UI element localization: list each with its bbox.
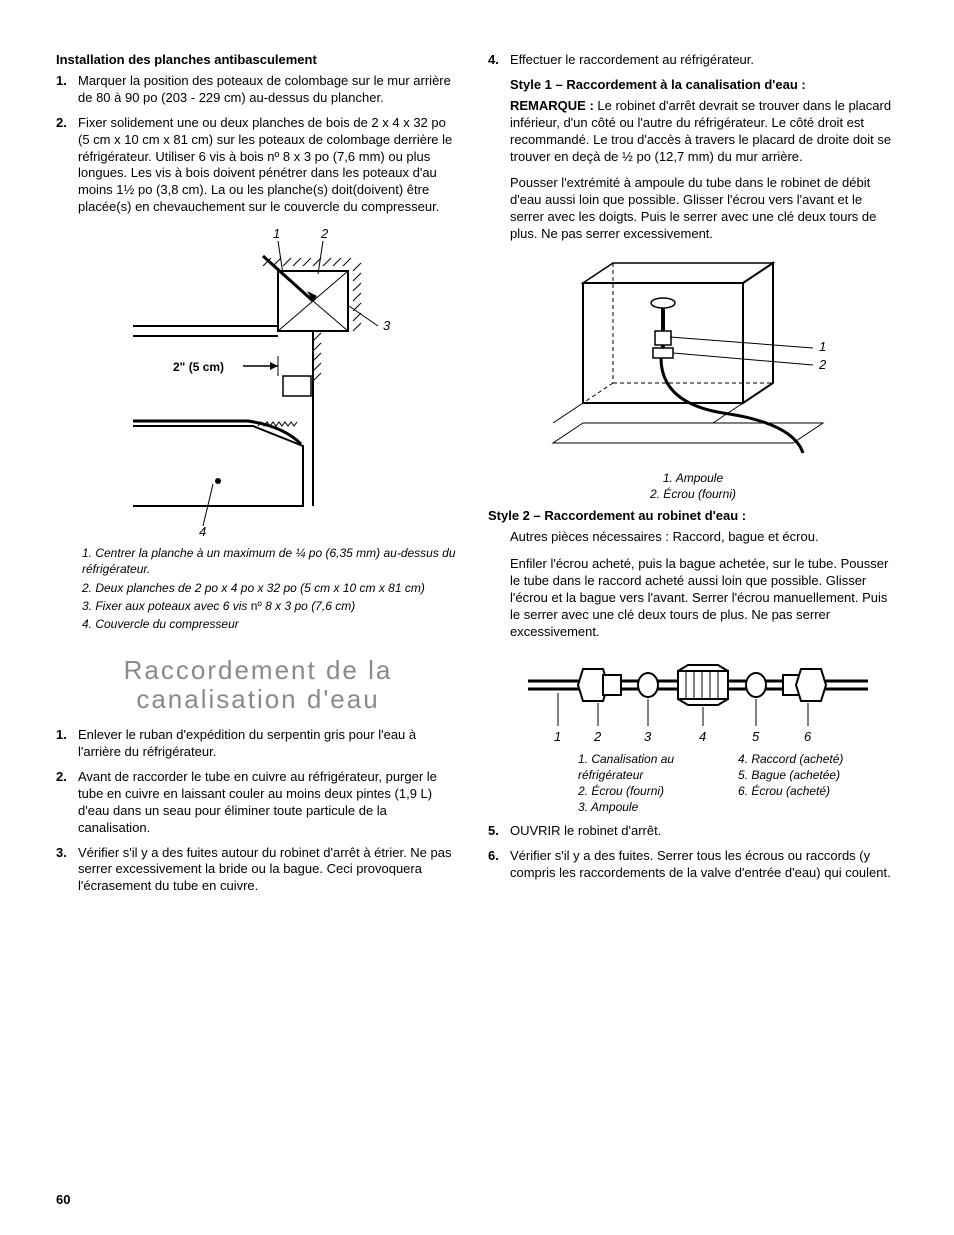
style2-paragraph: Enfiler l'écrou acheté, puis la bague ac… — [510, 556, 898, 640]
item-number: 2. — [56, 115, 78, 216]
remarque: REMARQUE : Le robinet d'arrêt devrait se… — [510, 98, 898, 166]
callout-n6: 6 — [804, 729, 812, 744]
caption: 1. Centrer la planche à un maximum de ¼ … — [82, 545, 460, 577]
item-text: OUVRIR le robinet d'arrêt. — [510, 823, 898, 840]
figure-style1: 1 2 1. Ampoule 2. Écrou (fourni) — [488, 253, 898, 502]
item-number: 1. — [56, 727, 78, 761]
list-item: 1. Enlever le ruban d'expédition du serp… — [56, 727, 460, 761]
remarque-label: REMARQUE : — [510, 98, 594, 113]
item-number: 1. — [56, 73, 78, 107]
list-waterline: 1. Enlever le ruban d'expédition du serp… — [56, 727, 460, 895]
caption: 1. Canalisation au réfrigérateur — [578, 751, 738, 783]
list-antitip: 1. Marquer la position des poteaux de co… — [56, 73, 460, 216]
list-right-bottom: 5. OUVRIR le robinet d'arrêt. 6. Vérifie… — [488, 823, 898, 882]
callout-3: 3 — [383, 318, 391, 333]
figure-style2-svg: 1 2 3 4 5 6 — [528, 651, 868, 746]
figure-antitip-svg: 1 2 3 4 2" (5 cm) — [113, 226, 403, 536]
caption: 2. Écrou (fourni) — [488, 486, 898, 502]
page: Installation des planches antibasculemen… — [0, 0, 954, 903]
style1-heading: Style 1 – Raccordement à la canalisation… — [510, 77, 898, 92]
item-text: Enlever le ruban d'expédition du serpent… — [78, 727, 460, 761]
caption: 3. Fixer aux poteaux avec 6 vis nº 8 x 3… — [82, 598, 460, 614]
caption: 1. Ampoule — [488, 470, 898, 486]
callout-4: 4 — [199, 524, 206, 536]
item-text: Avant de raccorder le tube en cuivre au … — [78, 769, 460, 837]
dimension-label: 2" (5 cm) — [173, 360, 224, 374]
caption: 5. Bague (achetée) — [738, 767, 898, 783]
item-number: 4. — [488, 52, 510, 69]
caption: 2. Deux planches de 2 po x 4 po x 32 po … — [82, 580, 460, 596]
style2-intro: Autres pièces nécessaires : Raccord, bag… — [510, 529, 898, 546]
callout-n2: 2 — [593, 729, 602, 744]
item-text: Fixer solidement une ou deux planches de… — [78, 115, 460, 216]
left-column: Installation des planches antibasculemen… — [56, 52, 460, 903]
caption: 6. Écrou (acheté) — [738, 783, 898, 799]
figure-style2: 1 2 3 4 5 6 1. Canalisation au réfrigéra… — [528, 651, 898, 816]
figure-2-captions: 1. Ampoule 2. Écrou (fourni) — [488, 470, 898, 502]
figure-antitip: 1 2 3 4 2" (5 cm) — [56, 226, 460, 539]
style1-paragraph: Pousser l'extrémité à ampoule du tube da… — [510, 175, 898, 243]
callout-n3: 3 — [644, 729, 652, 744]
page-number: 60 — [56, 1192, 70, 1207]
list-item: 6. Vérifier s'il y a des fuites. Serrer … — [488, 848, 898, 882]
callout-2: 2 — [320, 226, 329, 241]
item-number: 2. — [56, 769, 78, 837]
list-item: 2. Fixer solidement une ou deux planches… — [56, 115, 460, 216]
heading-antitip: Installation des planches antibasculemen… — [56, 52, 460, 67]
list-item: 1. Marquer la position des poteaux de co… — [56, 73, 460, 107]
list-item: 5. OUVRIR le robinet d'arrêt. — [488, 823, 898, 840]
item-number: 5. — [488, 823, 510, 840]
caption: 2. Écrou (fourni) — [578, 783, 738, 799]
style2-heading: Style 2 – Raccordement au robinet d'eau … — [488, 508, 898, 523]
list-item: 3. Vérifier s'il y a des fuites autour d… — [56, 845, 460, 896]
caption: 4. Couvercle du compresseur — [82, 616, 460, 632]
item-text: Marquer la position des poteaux de colom… — [78, 73, 460, 107]
caption: 3. Ampoule — [578, 799, 738, 815]
item-text: Vérifier s'il y a des fuites. Serrer tou… — [510, 848, 898, 882]
figure-3-captions: 1. Canalisation au réfrigérateur 2. Écro… — [578, 751, 898, 816]
caption: 4. Raccord (acheté) — [738, 751, 898, 767]
list-item: 2. Avant de raccorder le tube en cuivre … — [56, 769, 460, 837]
figure-1-captions: 1. Centrer la planche à un maximum de ¼ … — [82, 545, 460, 632]
callout-1: 1 — [819, 339, 826, 354]
item-number: 3. — [56, 845, 78, 896]
item-text: Vérifier s'il y a des fuites autour du r… — [78, 845, 460, 896]
callout-2: 2 — [818, 357, 827, 372]
callout-n1: 1 — [554, 729, 561, 744]
callout-n5: 5 — [752, 729, 760, 744]
item-text: Effectuer le raccordement au réfrigérate… — [510, 52, 898, 69]
list-item: 4. Effectuer le raccordement au réfrigér… — [488, 52, 898, 69]
list-right-top: 4. Effectuer le raccordement au réfrigér… — [488, 52, 898, 69]
callout-n4: 4 — [699, 729, 706, 744]
section-title: Raccordement de la canalisation d'eau — [56, 656, 460, 713]
right-column: 4. Effectuer le raccordement au réfrigér… — [488, 52, 898, 903]
callout-1: 1 — [273, 226, 280, 241]
item-number: 6. — [488, 848, 510, 882]
figure-style1-svg: 1 2 — [533, 253, 853, 463]
